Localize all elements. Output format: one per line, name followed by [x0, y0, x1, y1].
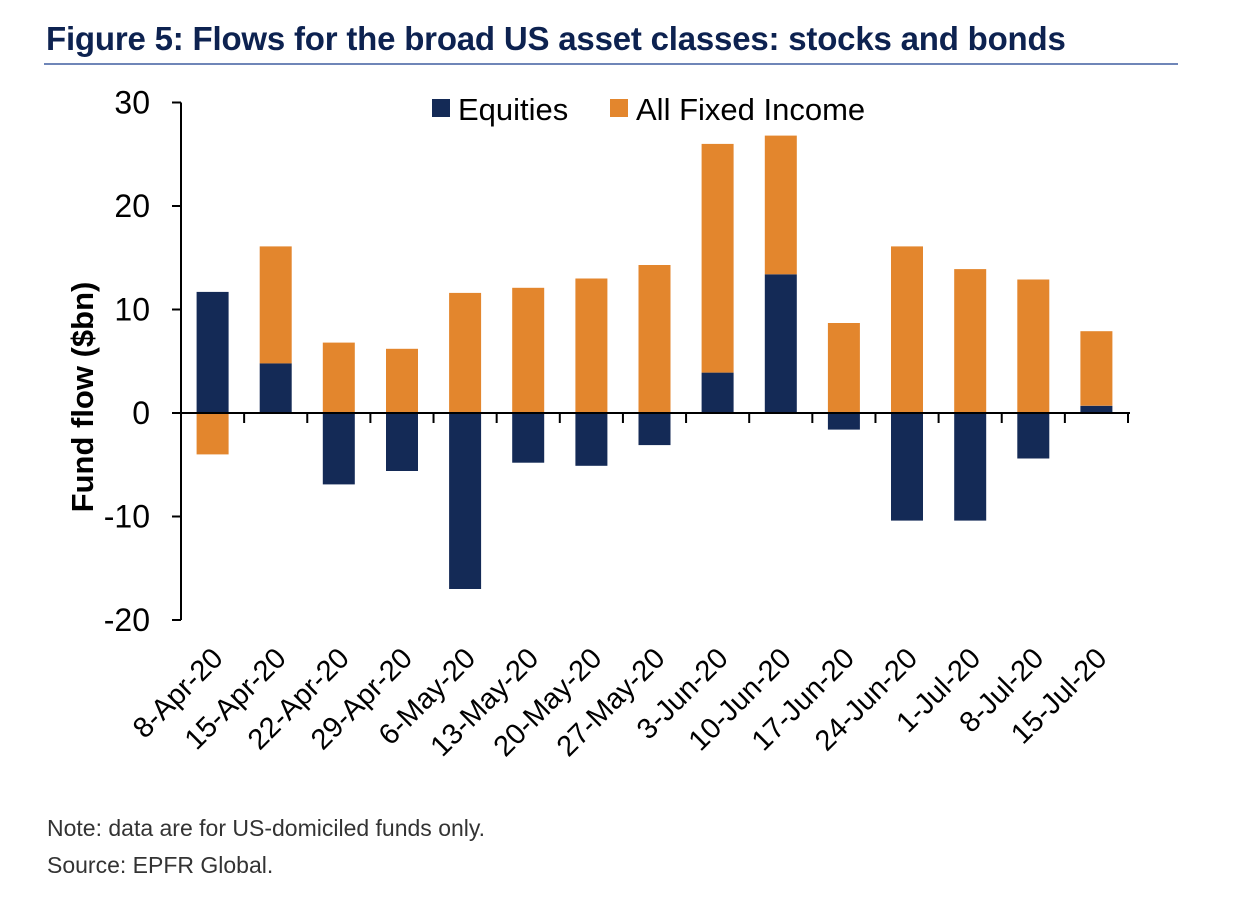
y-tick-label: -10	[104, 499, 150, 535]
legend-label-fixed-income: All Fixed Income	[636, 92, 865, 127]
bar-fixed-income-10-Jun-20	[764, 135, 797, 275]
bar-equities-6-May-20	[449, 413, 482, 589]
y-tick-label: -20	[104, 602, 150, 638]
bars-layer	[196, 135, 1113, 589]
bar-fixed-income-8-Jul-20	[1017, 279, 1050, 413]
bar-fixed-income-20-May-20	[575, 278, 608, 413]
title-rule	[44, 63, 1178, 65]
bar-fixed-income-24-Jun-20	[891, 246, 923, 413]
bar-equities-15-Apr-20	[259, 363, 292, 413]
y-tick-label: 0	[132, 395, 150, 431]
bar-fixed-income-3-Jun-20	[701, 143, 734, 373]
bar-equities-17-Jun-20	[827, 413, 860, 430]
bar-equities-15-Jul-20	[1080, 405, 1113, 413]
legend-label-equities: Equities	[458, 92, 568, 127]
axes-layer	[172, 101, 1130, 621]
figure-title: Figure 5: Flows for the broad US asset c…	[46, 20, 1066, 57]
chart-note: Note: data are for US-domiciled funds on…	[47, 815, 486, 841]
bar-equities-24-Jun-20	[891, 413, 923, 521]
legend: Equities All Fixed Income	[432, 92, 865, 127]
bar-equities-8-Apr-20	[196, 291, 229, 413]
bar-equities-22-Apr-20	[322, 413, 355, 485]
bar-equities-13-May-20	[512, 413, 545, 463]
y-tick-label: 20	[114, 188, 150, 224]
chart-source: Source: EPFR Global.	[47, 852, 274, 878]
bar-fixed-income-1-Jul-20	[954, 269, 987, 413]
legend-swatch-fixed-income	[610, 99, 628, 117]
bar-fixed-income-15-Apr-20	[259, 246, 292, 364]
bar-fixed-income-6-May-20	[449, 292, 482, 413]
bar-equities-1-Jul-20	[954, 413, 987, 521]
bar-fixed-income-27-May-20	[638, 265, 671, 413]
bar-fixed-income-15-Jul-20	[1080, 331, 1113, 406]
bar-fixed-income-17-Jun-20	[827, 323, 860, 413]
stacked-bar-chart: 3020100-10-208-Apr-2015-Apr-2022-Apr-202…	[65, 85, 1130, 763]
bar-fixed-income-22-Apr-20	[322, 342, 355, 413]
y-axis-label: Fund flow ($bn)	[65, 282, 100, 513]
bar-fixed-income-8-Apr-20	[196, 413, 229, 455]
y-tick-label: 10	[114, 292, 150, 328]
bar-fixed-income-29-Apr-20	[386, 348, 418, 413]
bar-equities-8-Jul-20	[1017, 413, 1050, 459]
y-tick-label: 30	[114, 85, 150, 121]
legend-swatch-equities	[432, 99, 450, 117]
bar-equities-10-Jun-20	[764, 274, 797, 413]
bar-equities-27-May-20	[638, 413, 671, 446]
bar-equities-29-Apr-20	[386, 413, 418, 471]
bar-fixed-income-13-May-20	[512, 287, 545, 413]
bar-equities-20-May-20	[575, 413, 608, 466]
bar-equities-3-Jun-20	[701, 372, 734, 413]
